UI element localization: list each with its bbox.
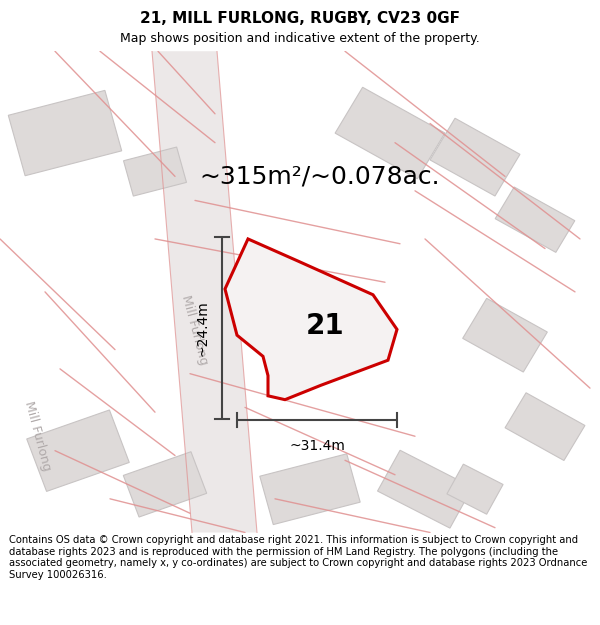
Polygon shape (377, 450, 472, 528)
Polygon shape (124, 452, 206, 517)
Text: ~24.4m: ~24.4m (196, 300, 210, 356)
Text: Map shows position and indicative extent of the property.: Map shows position and indicative extent… (120, 32, 480, 45)
Text: ~31.4m: ~31.4m (289, 439, 345, 453)
Text: ~315m²/~0.078ac.: ~315m²/~0.078ac. (200, 164, 440, 188)
Polygon shape (8, 91, 122, 176)
Text: 21: 21 (305, 311, 344, 339)
Polygon shape (447, 464, 503, 514)
Polygon shape (152, 51, 257, 532)
Polygon shape (124, 147, 187, 196)
Text: Mill Furlong: Mill Furlong (179, 294, 211, 367)
Polygon shape (27, 410, 129, 491)
Text: 21, MILL FURLONG, RUGBY, CV23 0GF: 21, MILL FURLONG, RUGBY, CV23 0GF (140, 11, 460, 26)
Text: Contains OS data © Crown copyright and database right 2021. This information is : Contains OS data © Crown copyright and d… (9, 535, 587, 580)
Polygon shape (225, 239, 397, 399)
Polygon shape (260, 454, 360, 524)
Polygon shape (463, 298, 547, 372)
Text: Mill Furlong: Mill Furlong (22, 400, 53, 472)
Polygon shape (495, 187, 575, 253)
Polygon shape (335, 88, 445, 179)
Polygon shape (505, 392, 585, 461)
Polygon shape (430, 118, 520, 196)
